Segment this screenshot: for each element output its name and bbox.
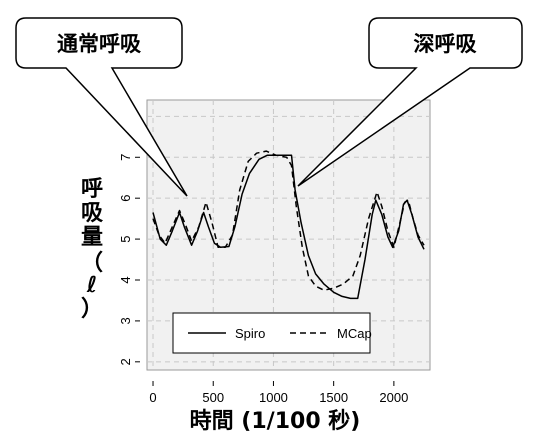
x-tick-label: 1000 (259, 390, 288, 405)
y-tick-label: 7 (118, 154, 133, 161)
y-tick-label: 4 (118, 276, 133, 283)
legend: Spiro MCap (173, 313, 372, 353)
y-axis-title-char: 吸 (81, 201, 104, 226)
x-tick-label: 1500 (319, 390, 348, 405)
y-axis-title-char: ℓ (86, 273, 97, 298)
y-tick-label: 3 (118, 317, 133, 324)
legend-label-mcap: MCap (337, 326, 372, 341)
legend-label-spiro: Spiro (235, 326, 265, 341)
callout-normal-label: 通常呼吸 (57, 32, 142, 56)
x-tick-label: 500 (202, 390, 224, 405)
x-axis-title: 時間 (1/100 秒) (190, 409, 361, 434)
callout-deep-label: 深呼吸 (414, 32, 478, 56)
y-axis-title-char: 量 (81, 225, 103, 250)
y-tick-label: 2 (118, 358, 133, 365)
y-axis-title: 呼 吸 量 （ ℓ ） (81, 177, 104, 322)
x-tick-label: 2000 (379, 390, 408, 405)
x-tick-label: 0 (149, 390, 156, 405)
y-axis-title-char: ） (81, 297, 103, 322)
y-tick-label: 5 (118, 235, 133, 242)
y-axis-title-char: 呼 (81, 177, 103, 202)
y-tick-label: 6 (118, 195, 133, 202)
